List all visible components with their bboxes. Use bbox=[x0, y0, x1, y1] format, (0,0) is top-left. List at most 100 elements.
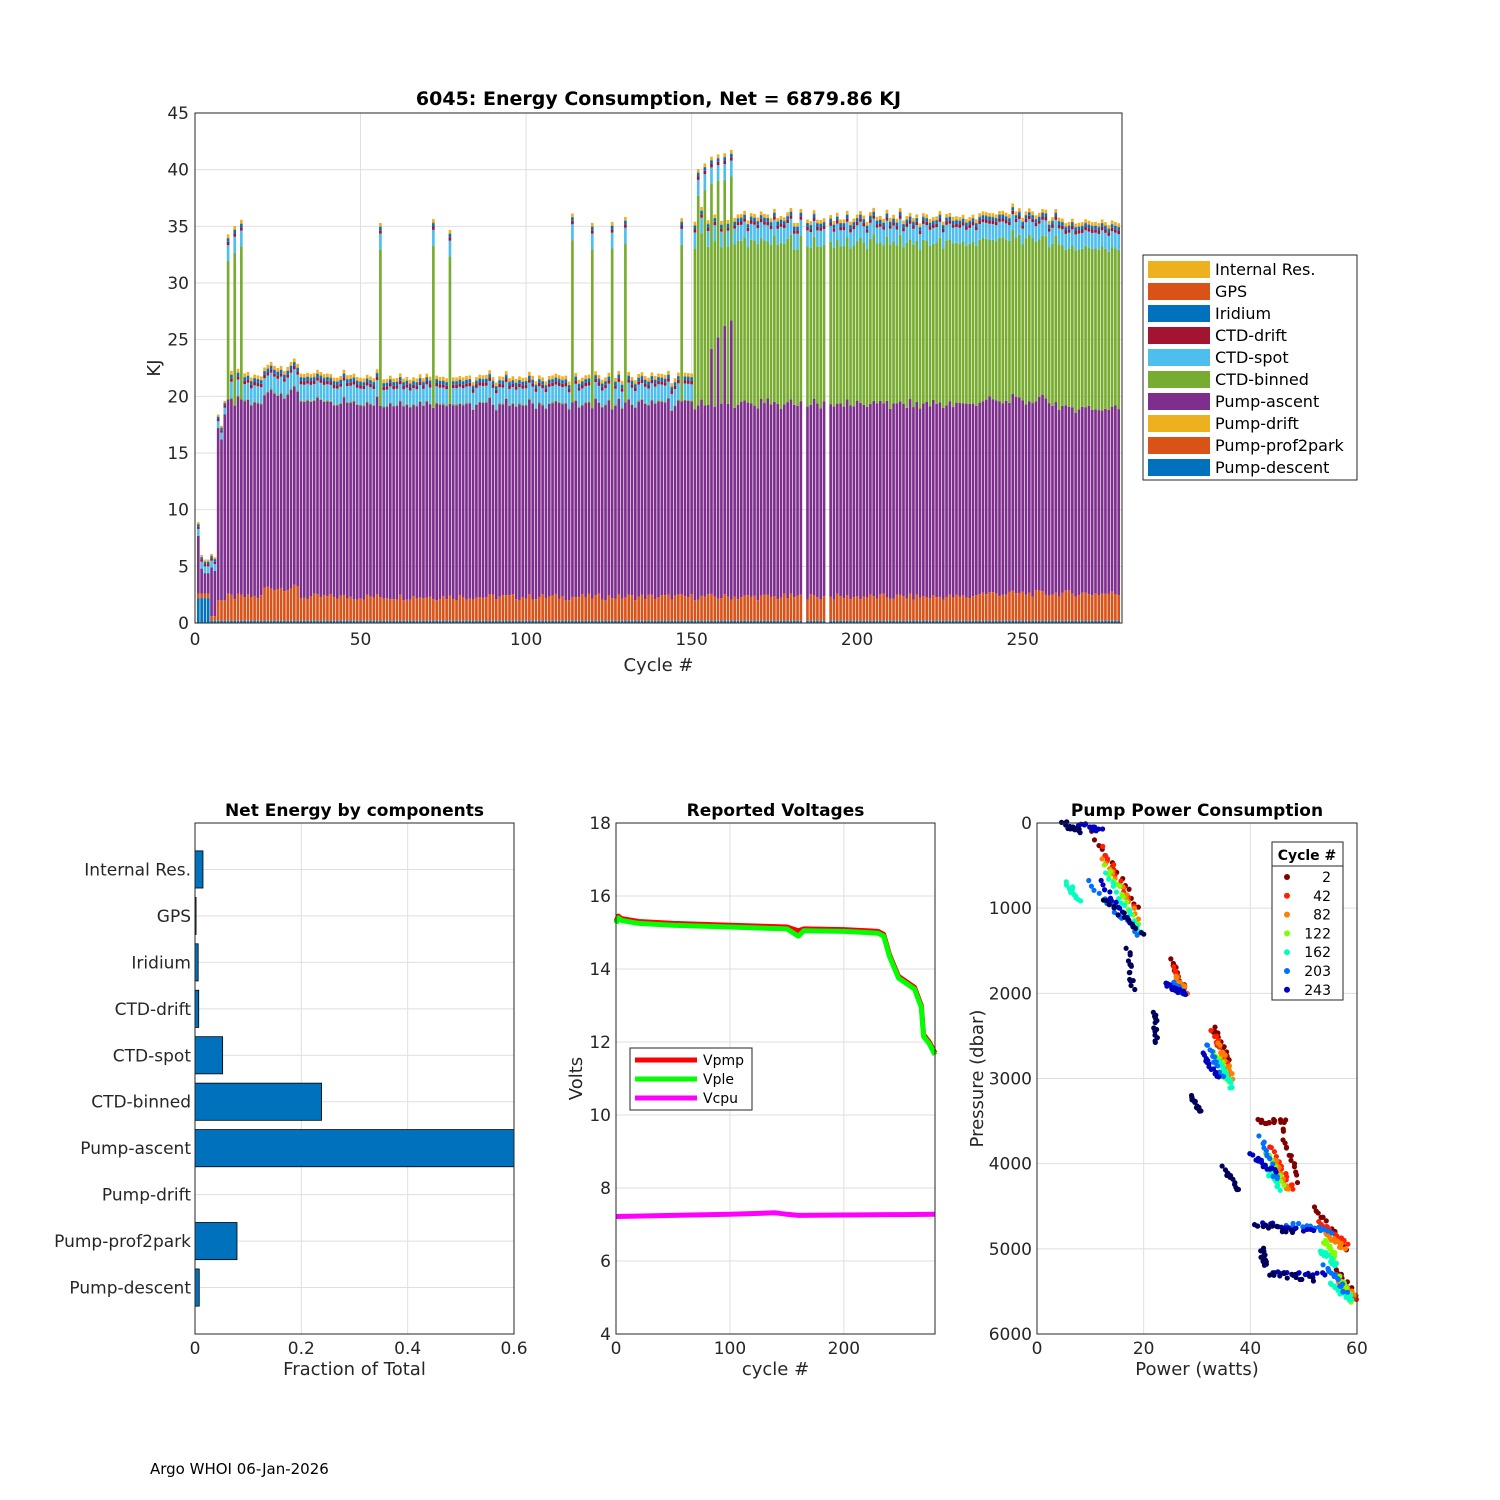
pump-point bbox=[1115, 912, 1121, 918]
energy-bar-segment bbox=[753, 224, 756, 241]
energy-bar-segment bbox=[746, 620, 750, 623]
energy-bar-segment bbox=[965, 245, 968, 404]
energy-bar-segment bbox=[935, 223, 938, 228]
energy-bar-segment bbox=[657, 384, 660, 401]
energy-bar-segment bbox=[488, 373, 491, 375]
energy-bar-segment bbox=[567, 620, 571, 623]
fraction-xlabel: Fraction of Total bbox=[283, 1359, 426, 1380]
energy-bar-segment bbox=[845, 399, 849, 595]
energy-bar-segment bbox=[753, 595, 756, 621]
energy-bar-segment bbox=[1014, 211, 1018, 215]
pump-point bbox=[1098, 877, 1104, 884]
energy-bar-segment bbox=[501, 380, 505, 381]
energy-bar-segment bbox=[739, 214, 743, 218]
pump-point bbox=[1198, 1108, 1204, 1114]
energy-bar-segment bbox=[408, 387, 412, 391]
energy-bar-segment bbox=[620, 391, 624, 408]
energy-bar-segment bbox=[1074, 596, 1077, 621]
energy-bar-segment bbox=[1031, 222, 1034, 239]
energy-bar-segment bbox=[316, 397, 319, 595]
energy-bar-segment bbox=[1097, 227, 1101, 231]
energy-bar-segment bbox=[1004, 220, 1008, 224]
energy-bar-segment bbox=[726, 227, 730, 231]
energy-bar-segment bbox=[471, 385, 475, 387]
energy-bar-segment bbox=[716, 154, 720, 158]
energy-bar-segment bbox=[975, 222, 978, 224]
energy-bar-segment bbox=[498, 379, 501, 381]
energy-bar-segment bbox=[902, 227, 905, 232]
energy-y-tick: 15 bbox=[167, 444, 189, 464]
energy-bar-segment bbox=[743, 214, 746, 215]
energy-bar-segment bbox=[958, 220, 962, 222]
energy-bar-segment bbox=[246, 399, 250, 595]
energy-bar-segment bbox=[1100, 222, 1104, 224]
energy-bar-segment bbox=[696, 195, 700, 406]
pump-point bbox=[1279, 1229, 1286, 1235]
energy-bar-segment bbox=[647, 381, 650, 386]
energy-bar-segment bbox=[842, 406, 846, 599]
energy-bar-segment bbox=[617, 397, 621, 399]
energy-bar-segment bbox=[289, 388, 293, 390]
energy-bar-segment bbox=[832, 247, 836, 407]
energy-bar-segment bbox=[948, 594, 952, 621]
energy-bar-segment bbox=[259, 403, 263, 405]
energy-bar-segment bbox=[359, 381, 362, 382]
energy-bar-segment bbox=[302, 597, 306, 621]
energy-legend-label: CTD-drift bbox=[1215, 326, 1287, 345]
energy-bar-segment bbox=[365, 401, 369, 403]
energy-bar-segment bbox=[683, 596, 687, 621]
energy-bar-segment bbox=[352, 381, 356, 385]
energy-bar-segment bbox=[1031, 620, 1034, 623]
energy-bar-segment bbox=[806, 223, 809, 227]
energy-bar-segment bbox=[657, 376, 660, 378]
energy-bar-segment bbox=[249, 405, 253, 598]
energy-bar-segment bbox=[723, 620, 727, 623]
energy-bar-segment bbox=[395, 377, 399, 382]
energy-bar-segment bbox=[1110, 224, 1114, 228]
energy-bar-segment bbox=[739, 401, 743, 598]
energy-bar-segment bbox=[849, 620, 852, 623]
energy-bar-segment bbox=[418, 378, 422, 382]
energy-bar-segment bbox=[574, 377, 578, 381]
energy-bar-segment bbox=[640, 399, 644, 595]
energy-bar-segment bbox=[759, 222, 763, 239]
energy-bar-segment bbox=[786, 216, 789, 220]
energy-bar-segment bbox=[398, 380, 402, 385]
energy-bar-segment bbox=[435, 403, 439, 601]
energy-bar-segment bbox=[504, 381, 508, 398]
energy-bar-segment bbox=[799, 212, 803, 213]
energy-bar-segment bbox=[1011, 203, 1015, 207]
energy-bar-segment bbox=[223, 414, 227, 601]
energy-bar-segment bbox=[309, 596, 313, 621]
energy-bar-segment bbox=[769, 404, 773, 597]
energy-bar-segment bbox=[438, 599, 442, 621]
energy-bar-segment bbox=[650, 399, 654, 401]
energy-bar-segment bbox=[1077, 226, 1081, 231]
energy-bar-segment bbox=[564, 375, 568, 380]
energy-bar-segment bbox=[610, 225, 614, 230]
energy-bar-segment bbox=[203, 564, 207, 567]
energy-bar-segment bbox=[677, 594, 680, 621]
energy-bar-segment bbox=[630, 404, 634, 596]
energy-bar-segment bbox=[859, 402, 862, 600]
energy-bar-segment bbox=[650, 383, 654, 400]
fraction-bar bbox=[194, 1268, 200, 1307]
energy-bar-segment bbox=[1104, 408, 1107, 594]
energy-bar-segment bbox=[634, 391, 637, 407]
energy-bar-segment bbox=[773, 235, 776, 402]
energy-bar-segment bbox=[799, 212, 803, 217]
energy-bar-segment bbox=[1008, 402, 1011, 592]
energy-bar-segment bbox=[829, 596, 832, 621]
pump-point bbox=[1127, 911, 1133, 917]
energy-bar-segment bbox=[306, 372, 309, 377]
energy-bar-segment bbox=[604, 388, 607, 405]
energy-bar-segment bbox=[448, 237, 452, 241]
energy-bar-segment bbox=[1057, 217, 1061, 222]
energy-bar-segment bbox=[418, 597, 422, 621]
energy-bar-segment bbox=[289, 372, 293, 389]
energy-bar-segment bbox=[233, 620, 237, 623]
energy-bar-segment bbox=[534, 385, 538, 389]
energy-bar-segment bbox=[458, 403, 462, 596]
energy-bar-segment bbox=[842, 598, 846, 621]
energy-bar-segment bbox=[1074, 250, 1077, 413]
